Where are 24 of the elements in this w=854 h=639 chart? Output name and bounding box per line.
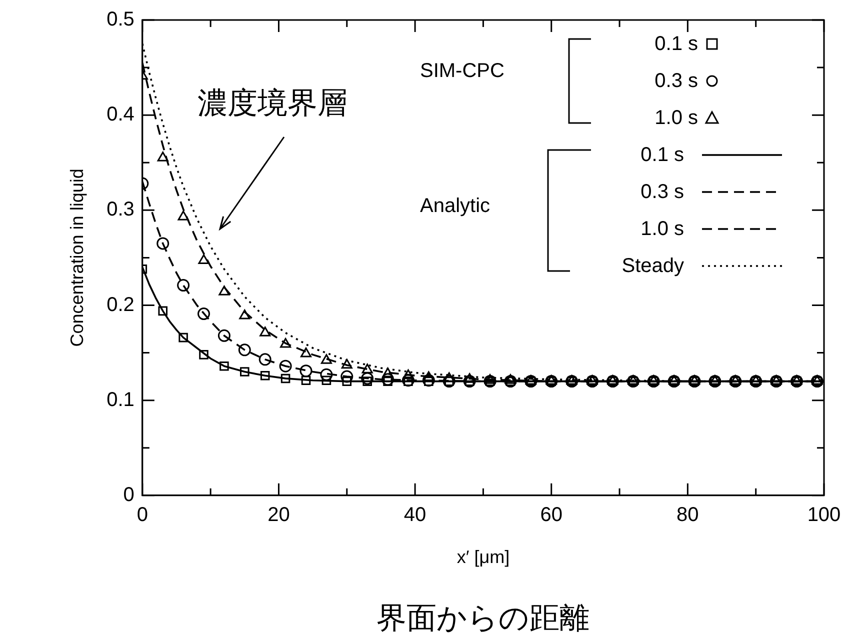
y-tick-label: 0.4 [106,104,134,126]
y-tick-label: 0.1 [106,388,134,411]
annotation: Analytic [420,194,490,216]
legend-label: Steady [622,255,684,277]
x-axis-title: x′ [μm] [456,547,510,568]
y-axis-title: Concentration in liquid [66,168,87,347]
annotation: 濃度境界層 [197,86,348,121]
y-tick-label: 0.2 [106,294,134,316]
legend-label: 1.0 s [640,218,684,240]
legend-label: 0.3 s [654,70,698,92]
x-tick-label: 40 [404,504,426,526]
legend-label: 1.0 s [654,107,698,129]
y-tick-label: 0.3 [106,198,134,221]
y-tick-label: 0.5 [106,8,134,31]
y-tick-label: 0 [123,484,134,506]
legend-label: 0.1 s [654,33,698,55]
x-tick-label: 100 [807,504,841,526]
text: 界面からの距離 [376,601,590,636]
x-tick-label: 60 [540,504,562,526]
x-tick-label: 20 [268,504,290,526]
legend-label: 0.1 s [640,144,684,166]
x-tick-label: 80 [676,504,699,526]
legend-label: 0.3 s [640,181,684,203]
annotation: SIM-CPC [420,60,504,82]
